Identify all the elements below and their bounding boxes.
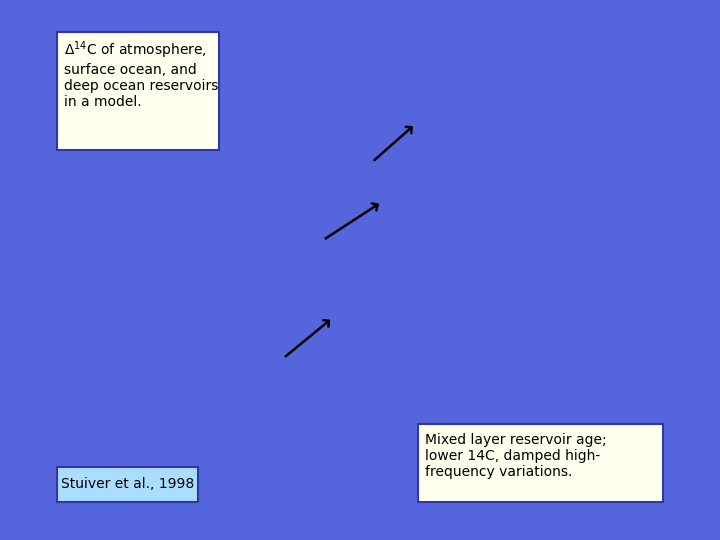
Text: Stuiver et al., 1998: Stuiver et al., 1998 — [60, 477, 194, 491]
FancyBboxPatch shape — [57, 467, 198, 502]
Text: Mixed layer reservoir age;
lower 14C, damped high-
frequency variations.: Mixed layer reservoir age; lower 14C, da… — [426, 433, 607, 479]
FancyBboxPatch shape — [418, 424, 663, 502]
FancyBboxPatch shape — [57, 32, 220, 150]
Text: Δ$^{14}$C of atmosphere,
surface ocean, and
deep ocean reservoirs
in a model.: Δ$^{14}$C of atmosphere, surface ocean, … — [64, 39, 219, 109]
